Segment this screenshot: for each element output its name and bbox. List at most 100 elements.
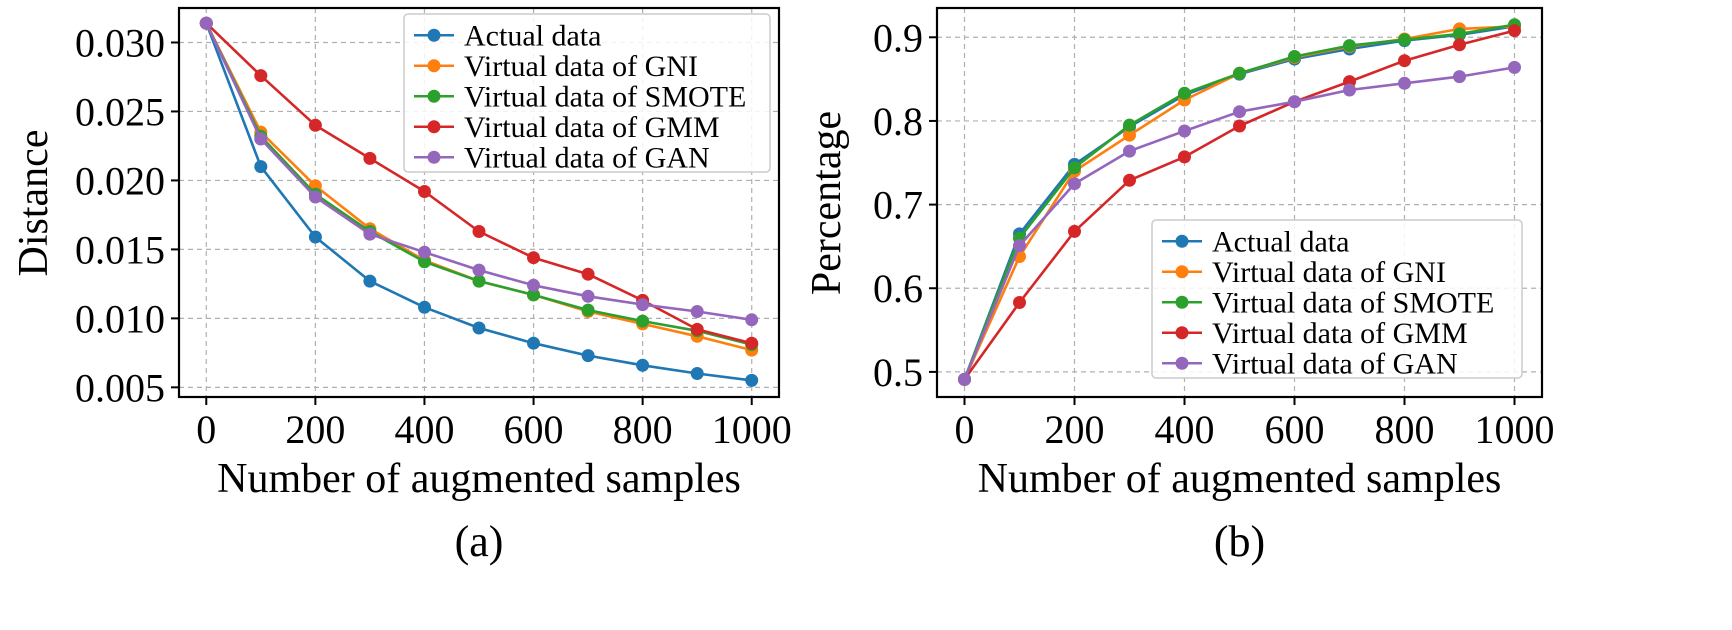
b-legend-swatch-marker-2 xyxy=(1175,295,1189,309)
a-series-4-point-8 xyxy=(636,298,650,312)
b-panel-caption: (b) xyxy=(1214,517,1265,566)
b-series-2-point-7 xyxy=(1343,39,1356,53)
b-x-tick-label-3: 600 xyxy=(1265,407,1325,452)
a-y-tick-label-2: 0.015 xyxy=(75,227,165,272)
b-series-4-point-5 xyxy=(1233,105,1246,119)
a-y-tick-label-4: 0.025 xyxy=(75,89,165,134)
a-y-tick-label-5: 0.030 xyxy=(75,20,165,65)
a-legend-label-1: Virtual data of GNI xyxy=(464,50,698,83)
panel-b: 0 200 400 600 800 1000 0.5 0.6 0.7 0.8 0.9 Number o… xyxy=(804,6,1555,566)
a-series-0-point-4 xyxy=(418,300,431,314)
a-x-tick-label-4: 800 xyxy=(613,407,673,452)
a-series-2-point-8 xyxy=(636,314,650,328)
a-series-3-point-1 xyxy=(254,69,268,83)
b-series-4-point-0 xyxy=(958,372,971,386)
b-x-tick-label-2: 400 xyxy=(1155,407,1215,452)
b-legend-label-3: Virtual data of GMM xyxy=(1212,317,1468,350)
b-series-2-point-8 xyxy=(1398,33,1411,47)
a-legend-label-3: Virtual data of GMM xyxy=(464,111,720,144)
a-series-3-point-6 xyxy=(527,251,540,265)
a-series-4-point-6 xyxy=(527,278,540,292)
b-y-tick-label-2: 0.7 xyxy=(873,183,923,228)
a-legend-swatch-marker-3 xyxy=(427,120,441,134)
b-series-3-point-3 xyxy=(1123,173,1136,187)
b-series-4-point-6 xyxy=(1288,95,1301,109)
a-legend-box xyxy=(403,13,771,173)
b-x-tick-label-1: 200 xyxy=(1045,407,1105,452)
b-legend-swatch-marker-4 xyxy=(1175,356,1189,370)
b-legend-swatch-marker-0 xyxy=(1175,234,1189,248)
a-series-0-point-6 xyxy=(527,336,540,350)
b-series-4-point-4 xyxy=(1178,124,1191,138)
a-series-4-point-7 xyxy=(581,289,595,303)
a-x-tick-label-5: 1000 xyxy=(712,407,792,452)
b-legend-label-2: Virtual data of SMOTE xyxy=(1212,286,1494,319)
a-series-3-point-2 xyxy=(308,118,322,132)
b-series-2-point-2 xyxy=(1068,161,1081,175)
b-legend-label-0: Actual data xyxy=(1212,225,1349,258)
a-series-2-point-7 xyxy=(581,303,595,317)
b-series-4-point-9 xyxy=(1453,70,1466,84)
b-series-3-point-2 xyxy=(1068,224,1081,238)
b-x-axis-label: Number of augmented samples xyxy=(978,456,1502,502)
b-series-1-point-3 xyxy=(1123,128,1136,142)
a-x-axis-label: Number of augmented samples xyxy=(217,456,741,502)
b-series-3-point-1 xyxy=(1013,296,1026,309)
b-series-2-point-4 xyxy=(1178,86,1191,100)
a-series-0-point-9 xyxy=(690,367,704,380)
b-series-3-point-10 xyxy=(1508,24,1521,38)
a-series-4-point-4 xyxy=(418,245,431,259)
a-legend-label-4: Virtual data of GAN xyxy=(464,141,710,174)
panel-a: 0 200 400 600 800 1000 0.005 0.010 0.015 0.020 0.0… xyxy=(11,6,792,566)
b-y-tick-label-3: 0.8 xyxy=(873,99,923,144)
b-y-tick-label-0: 0.5 xyxy=(873,350,923,395)
b-series-2-point-5 xyxy=(1233,66,1246,80)
b-legend-swatch-marker-1 xyxy=(1175,265,1189,279)
a-series-0-point-2 xyxy=(308,230,322,244)
b-series-2-point-9 xyxy=(1453,27,1466,41)
b-legend-box xyxy=(1151,219,1523,379)
a-series-0-point-7 xyxy=(581,349,595,363)
b-series-4-point-3 xyxy=(1123,144,1136,158)
a-panel-caption: (a) xyxy=(455,517,504,566)
a-series-4-point-10 xyxy=(745,313,759,327)
a-series-0-point-3 xyxy=(363,274,377,288)
a-legend-label-2: Virtual data of SMOTE xyxy=(464,80,746,113)
a-series-2-point-5 xyxy=(472,274,486,288)
b-series-4-point-7 xyxy=(1343,83,1356,97)
b-series-4-point-1 xyxy=(1013,239,1026,253)
b-series-4-point-2 xyxy=(1068,177,1081,191)
a-series-4-point-9 xyxy=(690,305,704,318)
a-series-2-point-6 xyxy=(527,288,540,302)
a-y-tick-label-1: 0.010 xyxy=(75,296,165,341)
a-y-tick-label-0: 0.005 xyxy=(75,365,165,410)
b-series-3-point-8 xyxy=(1398,54,1411,68)
b-legend-label-1: Virtual data of GNI xyxy=(1212,256,1446,289)
b-series-4-point-10 xyxy=(1508,60,1521,74)
a-series-4-point-0 xyxy=(199,16,213,30)
a-series-4-point-5 xyxy=(472,263,486,277)
a-series-4-point-1 xyxy=(254,132,268,146)
a-series-3-point-4 xyxy=(418,185,431,198)
a-series-3-point-9 xyxy=(690,322,704,336)
b-y-tick-label-4: 0.9 xyxy=(873,15,923,60)
a-x-tick-label-3: 600 xyxy=(504,407,564,452)
b-series-2-point-3 xyxy=(1123,118,1136,132)
a-y-axis-label: Distance xyxy=(11,130,57,277)
b-x-tick-label-4: 800 xyxy=(1375,407,1435,452)
a-series-4-point-3 xyxy=(363,227,377,241)
a-series-3-point-5 xyxy=(472,225,486,238)
b-legend-label-4: Virtual data of GAN xyxy=(1212,347,1458,380)
a-legend-swatch-marker-1 xyxy=(427,59,441,73)
a-series-0-point-8 xyxy=(636,358,650,372)
b-series-3-point-4 xyxy=(1178,150,1191,164)
a-series-0-point-1 xyxy=(254,160,268,174)
b-legend-swatch-marker-3 xyxy=(1175,326,1189,340)
a-legend-swatch-marker-2 xyxy=(427,89,441,103)
b-y-axis-label: Percentage xyxy=(804,111,850,295)
b-y-tick-label-1: 0.6 xyxy=(873,266,923,311)
b-series-2-point-6 xyxy=(1288,50,1301,63)
b-x-tick-label-5: 1000 xyxy=(1475,407,1555,452)
a-series-3-point-10 xyxy=(745,336,759,350)
